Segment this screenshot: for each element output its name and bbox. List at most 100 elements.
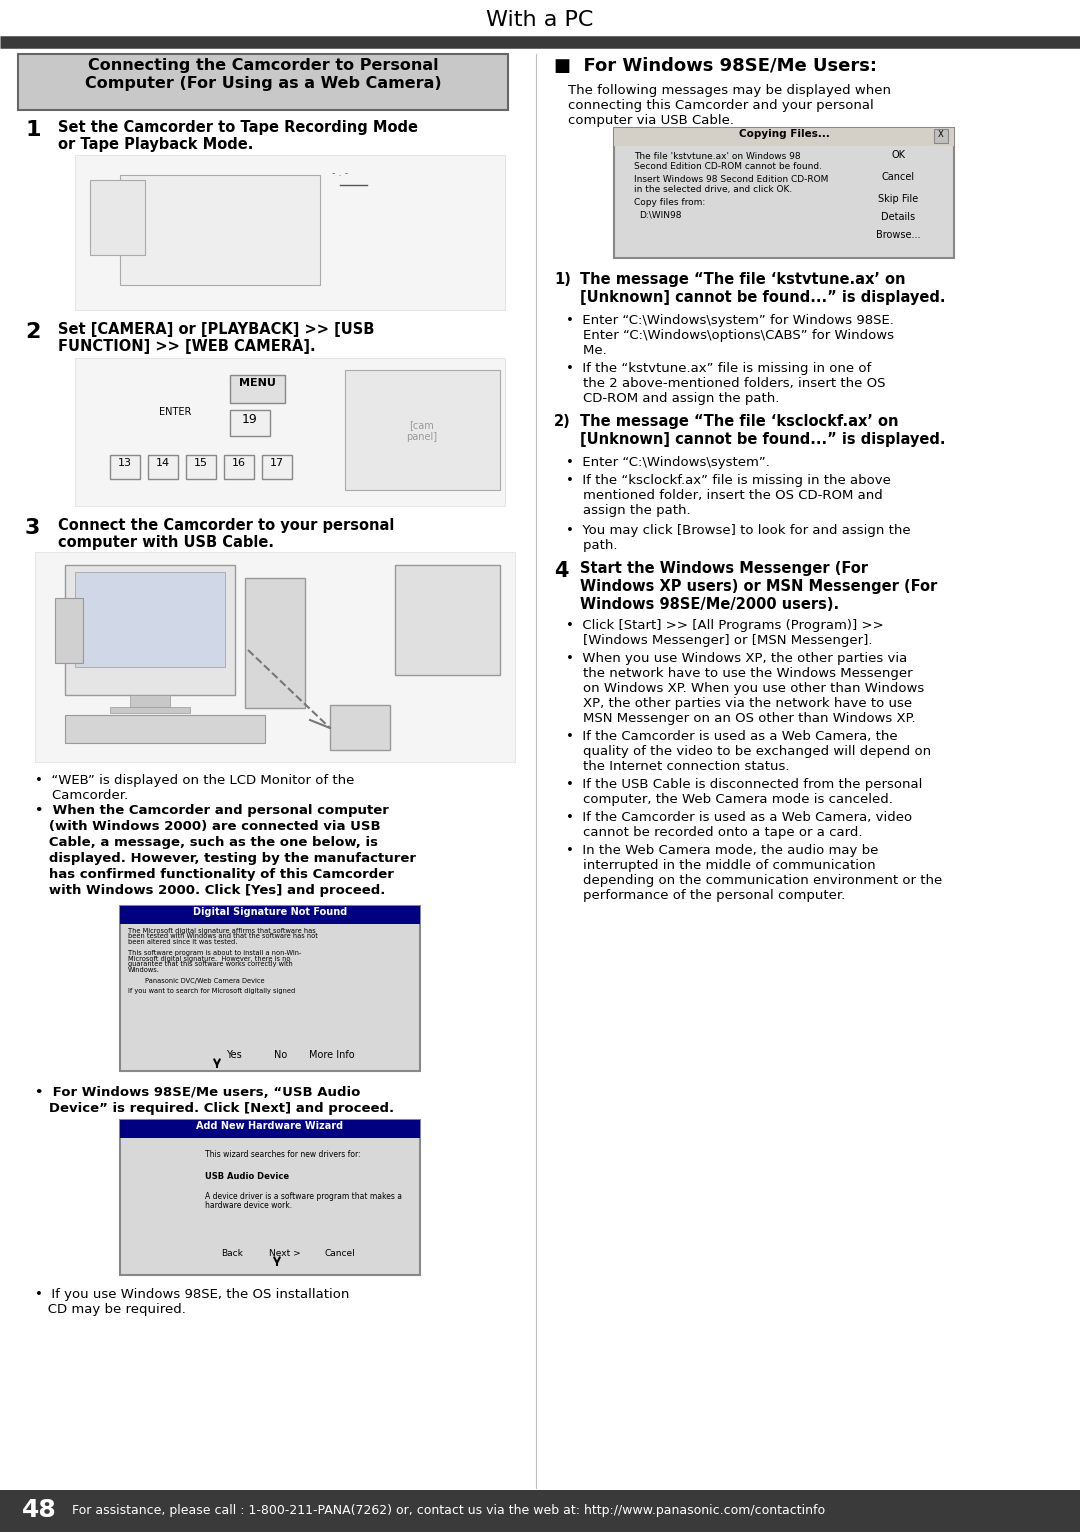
Bar [120, 1120, 420, 1275]
Circle shape [367, 156, 423, 213]
Bar [210, 1048, 258, 1065]
Text: Panasonic DVC/Web Camera Device: Panasonic DVC/Web Camera Device [129, 977, 265, 984]
Text: the Internet connection status.: the Internet connection status. [566, 760, 789, 774]
Bar [90, 179, 145, 254]
Text: This wizard searches for new drivers for:: This wizard searches for new drivers for… [205, 1151, 361, 1160]
Text: the 2 above-mentioned folders, insert the OS: the 2 above-mentioned folders, insert th… [566, 377, 886, 391]
Bar [230, 375, 285, 403]
Text: connecting this Camcorder and your personal: connecting this Camcorder and your perso… [568, 100, 874, 112]
Text: 16: 16 [232, 458, 246, 467]
Bar [230, 411, 270, 437]
Bar [130, 696, 170, 706]
Text: Connect the Camcorder to your personal
computer with USB Cable.: Connect the Camcorder to your personal c… [58, 518, 394, 550]
Text: The following messages may be displayed when: The following messages may be displayed … [568, 84, 891, 97]
Bar [316, 1249, 364, 1262]
Bar [110, 706, 190, 712]
Text: For assistance, please call : 1-800-211-PANA(7262) or, contact us via the web at: For assistance, please call : 1-800-211-… [72, 1504, 825, 1517]
Text: assign the path.: assign the path. [566, 504, 690, 516]
Text: Browse...: Browse... [876, 230, 920, 241]
Text: cannot be recorded onto a tape or a card.: cannot be recorded onto a tape or a card… [566, 826, 863, 840]
Bar [864, 149, 932, 165]
Text: 14: 14 [156, 458, 170, 467]
Text: OK: OK [891, 150, 905, 159]
Text: More Info: More Info [309, 1049, 355, 1060]
Text: •  If the USB Cable is disconnected from the personal: • If the USB Cable is disconnected from … [566, 778, 922, 791]
Text: in the selected drive, and click OK.: in the selected drive, and click OK. [634, 185, 793, 195]
Bar [120, 1138, 200, 1238]
Text: mentioned folder, insert the OS CD-ROM and: mentioned folder, insert the OS CD-ROM a… [566, 489, 882, 502]
Text: Next >: Next > [269, 1249, 301, 1258]
Bar [210, 1249, 255, 1262]
Text: depending on the communication environment or the: depending on the communication environme… [566, 873, 942, 887]
Text: This software program is about to install a non-Win-: This software program is about to instal… [129, 950, 301, 956]
Text: Copy files from:: Copy files from: [634, 198, 705, 207]
Text: [Unknown] cannot be found...” is displayed.: [Unknown] cannot be found...” is display… [580, 432, 945, 447]
Text: Cancel: Cancel [881, 172, 915, 182]
Text: 1): 1) [554, 273, 571, 286]
Bar [120, 905, 420, 1071]
Text: path.: path. [566, 539, 618, 552]
Text: •  Enter “C:\Windows\system”.: • Enter “C:\Windows\system”. [566, 457, 770, 469]
Text: Me.: Me. [566, 345, 607, 357]
Text: Yes: Yes [226, 1049, 242, 1060]
Bar [224, 455, 254, 480]
Text: •  If the Camcorder is used as a Web Camera, the: • If the Camcorder is used as a Web Came… [566, 731, 897, 743]
Text: 15: 15 [194, 458, 208, 467]
Bar [75, 571, 225, 666]
Text: displayed. However, testing by the manufacturer: displayed. However, testing by the manuf… [35, 852, 416, 866]
Text: USB Audio Device: USB Audio Device [205, 1172, 289, 1181]
Text: D:\WIN98: D:\WIN98 [639, 211, 681, 221]
Text: The message “The file ‘kstvtune.ax’ on: The message “The file ‘kstvtune.ax’ on [580, 273, 905, 286]
Text: X: X [939, 130, 944, 139]
Text: Connecting the Camcorder to Personal: Connecting the Camcorder to Personal [87, 58, 438, 74]
Text: The message “The file ‘ksclockf.ax’ on: The message “The file ‘ksclockf.ax’ on [580, 414, 899, 429]
Text: Enter “C:\Windows\options\CABS” for Windows: Enter “C:\Windows\options\CABS” for Wind… [566, 329, 894, 342]
Bar [864, 210, 932, 228]
Text: Microsoft digital signature.  However, there is no: Microsoft digital signature. However, th… [129, 956, 291, 962]
Text: •  Enter “C:\Windows\system” for Windows 98SE.: • Enter “C:\Windows\system” for Windows … [566, 314, 894, 326]
Bar [615, 129, 954, 146]
Text: 2): 2) [554, 414, 570, 429]
Bar [35, 552, 515, 761]
Text: •  If you use Windows 98SE, the OS installation
   CD may be required.: • If you use Windows 98SE, the OS instal… [35, 1288, 349, 1316]
Text: Windows XP users) or MSN Messenger (For: Windows XP users) or MSN Messenger (For [580, 579, 937, 594]
Bar [120, 905, 420, 924]
Text: interrupted in the middle of communication: interrupted in the middle of communicati… [566, 859, 876, 872]
Bar [934, 129, 948, 142]
Text: •  In the Web Camera mode, the audio may be: • In the Web Camera mode, the audio may … [566, 844, 878, 856]
Text: 4: 4 [554, 561, 568, 581]
Text: A device driver is a software program that makes a: A device driver is a software program th… [205, 1192, 402, 1201]
Bar [75, 155, 505, 309]
Text: •  If the “kstvtune.ax” file is missing in one of: • If the “kstvtune.ax” file is missing i… [566, 362, 872, 375]
Text: 17: 17 [270, 458, 284, 467]
Text: 1: 1 [25, 119, 41, 139]
Text: ■  For Windows 98SE/Me Users:: ■ For Windows 98SE/Me Users: [554, 57, 877, 75]
Text: The Microsoft digital signature affirms that software has: The Microsoft digital signature affirms … [129, 928, 315, 935]
Text: hardware device work.: hardware device work. [205, 1201, 292, 1210]
Text: •  If the “ksclockf.ax” file is missing in the above: • If the “ksclockf.ax” file is missing i… [566, 473, 891, 487]
Text: Device” is required. Click [Next] and proceed.: Device” is required. Click [Next] and pr… [35, 1102, 394, 1115]
Text: CD-ROM and assign the path.: CD-ROM and assign the path. [566, 392, 780, 404]
Bar [395, 565, 500, 676]
Text: MENU: MENU [239, 378, 275, 388]
Bar [864, 228, 932, 247]
Text: •  When you use Windows XP, the other parties via: • When you use Windows XP, the other par… [566, 653, 907, 665]
Text: Skip File: Skip File [878, 195, 918, 204]
Text: has confirmed functionality of this Camcorder: has confirmed functionality of this Camc… [35, 869, 394, 881]
Bar [148, 455, 178, 480]
Text: Cancel: Cancel [325, 1249, 355, 1258]
Text: on Windows XP. When you use other than Windows: on Windows XP. When you use other than W… [566, 682, 924, 696]
Bar [120, 1120, 420, 1138]
Text: - . -: - . - [332, 169, 348, 178]
Bar [305, 1048, 360, 1065]
Text: If you want to search for Microsoft digitally signed: If you want to search for Microsoft digi… [129, 988, 295, 994]
Circle shape [249, 205, 310, 265]
Text: Back: Back [221, 1249, 243, 1258]
Text: computer via USB Cable.: computer via USB Cable. [568, 113, 734, 127]
Text: XP, the other parties via the network have to use: XP, the other parties via the network ha… [566, 697, 913, 709]
Text: Second Edition CD-ROM cannot be found.: Second Edition CD-ROM cannot be found. [634, 162, 822, 172]
Text: [cam
panel]: [cam panel] [406, 420, 437, 441]
Bar [262, 455, 292, 480]
Bar [264, 1048, 299, 1065]
Text: with Windows 2000. Click [Yes] and proceed.: with Windows 2000. Click [Yes] and proce… [35, 884, 386, 898]
